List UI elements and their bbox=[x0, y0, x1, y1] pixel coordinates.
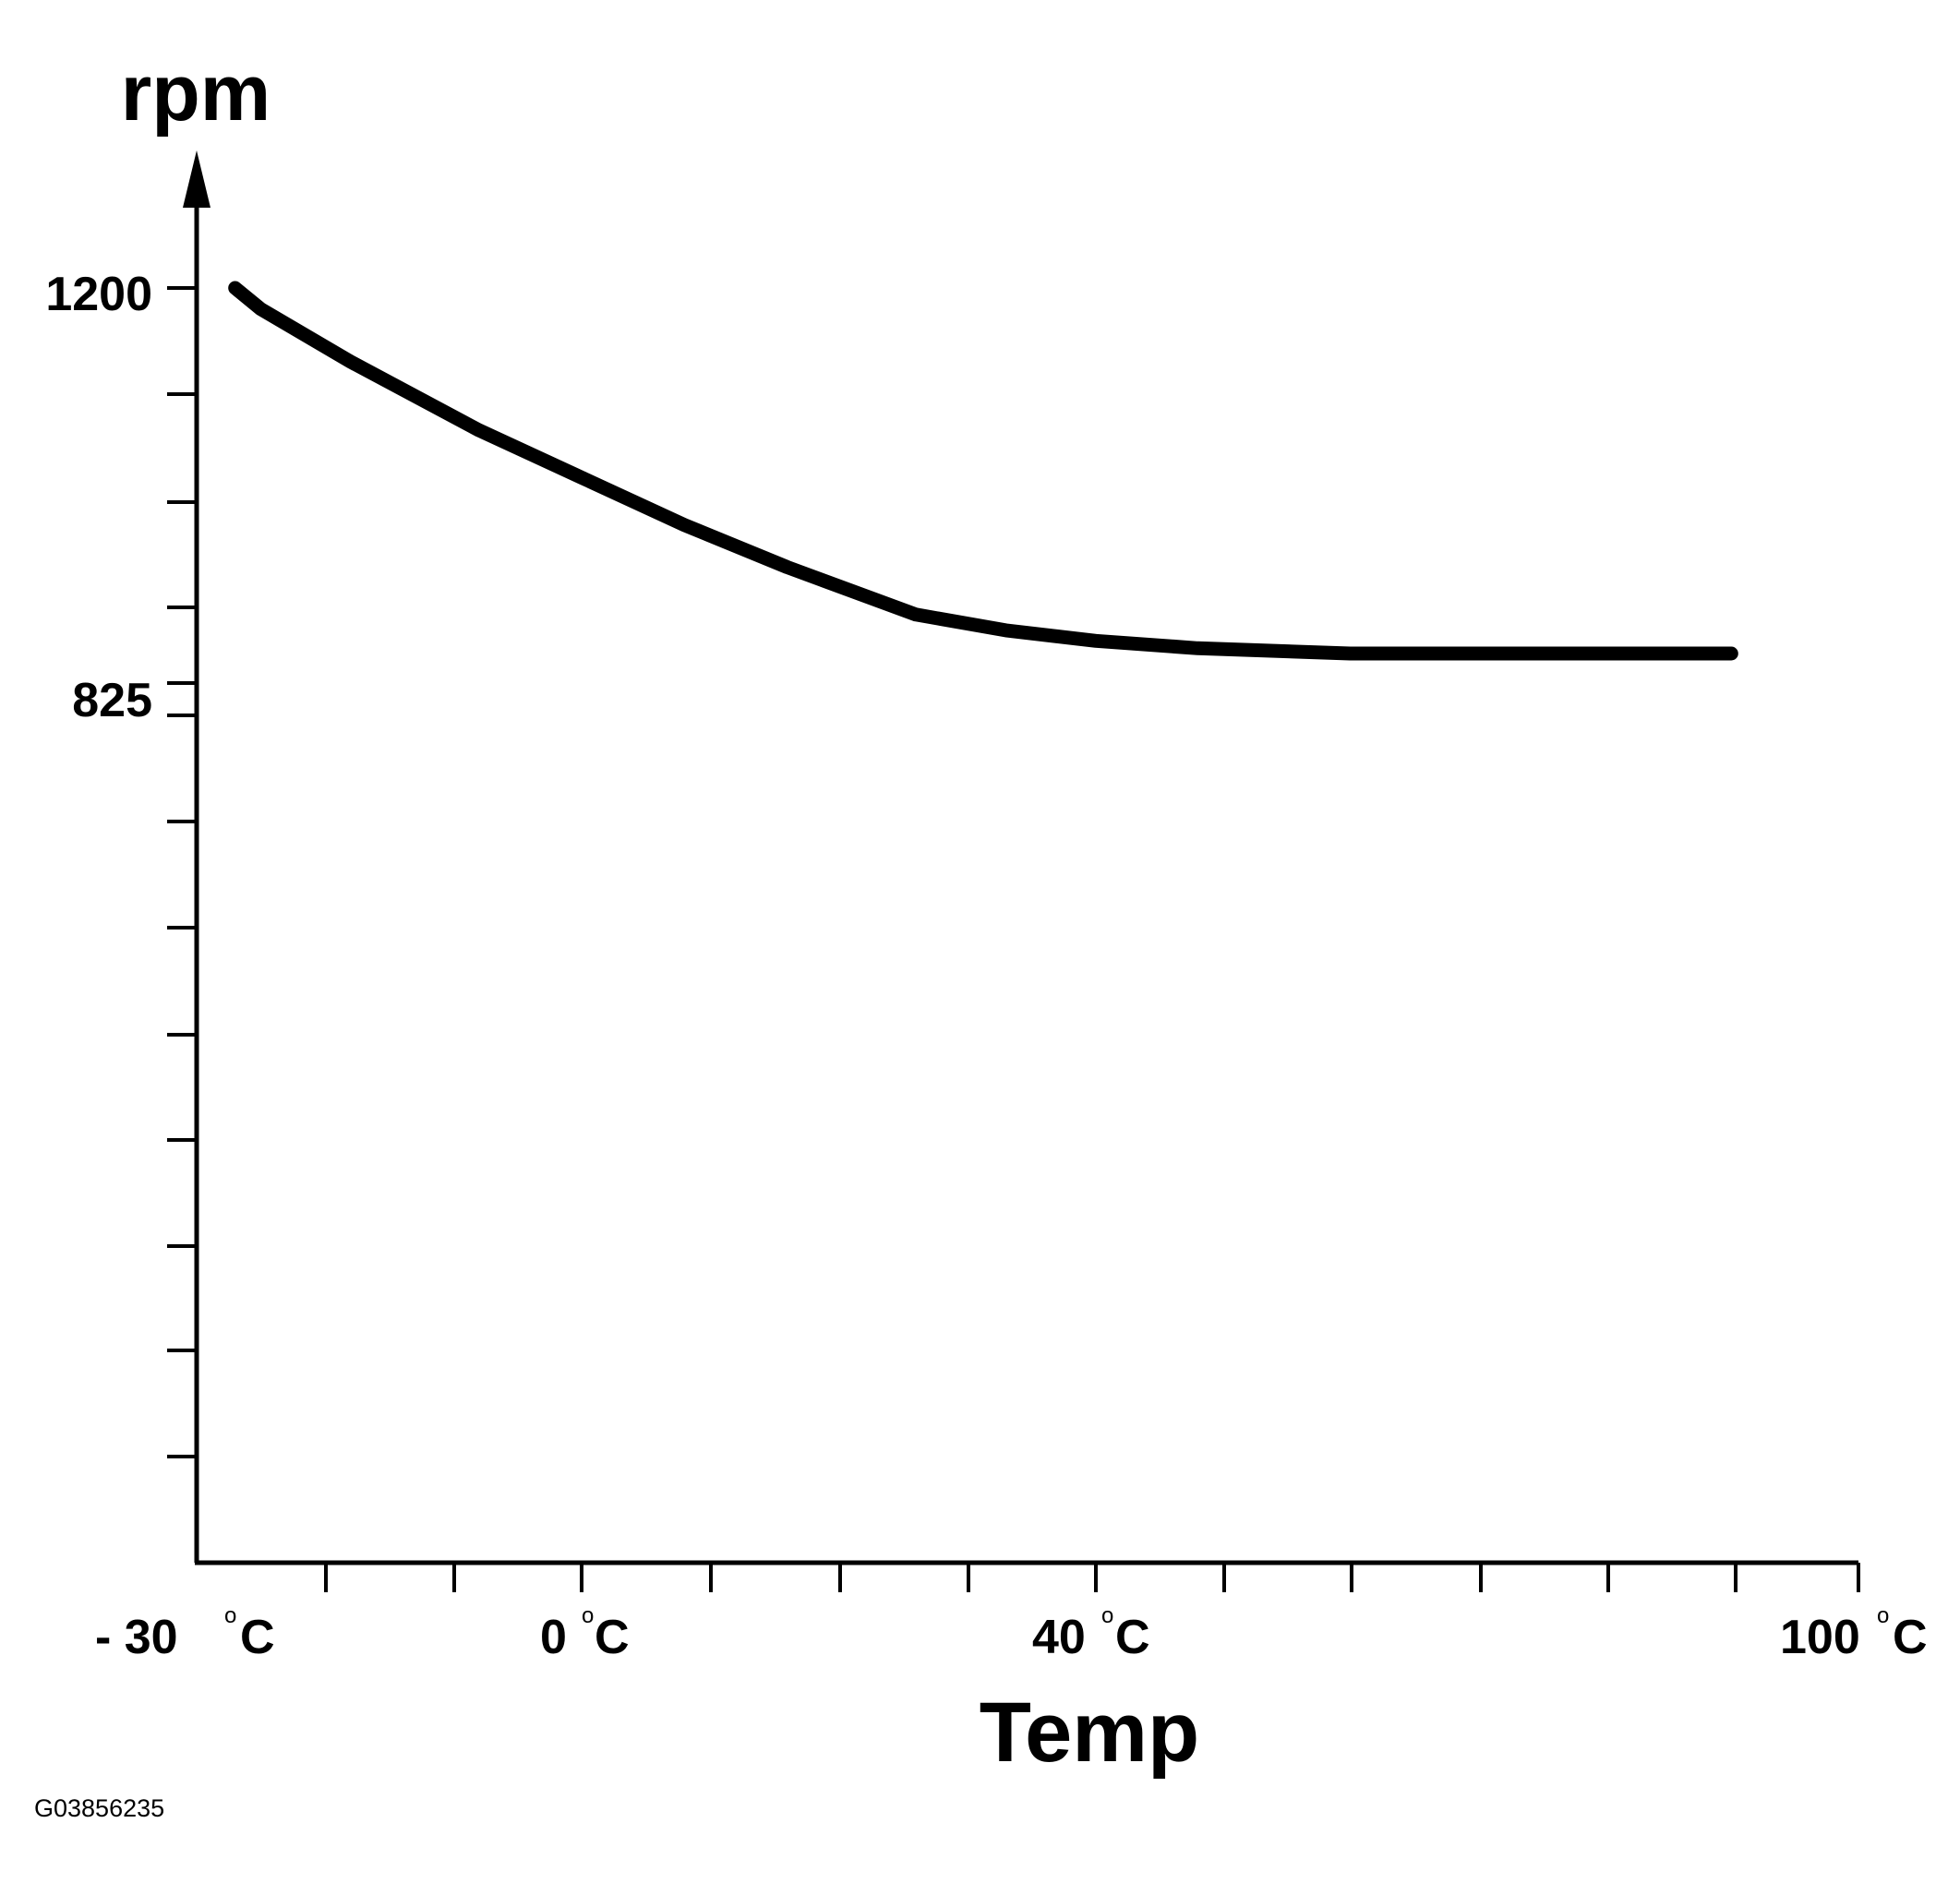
rpm-curve-line bbox=[228, 281, 1738, 661]
x-tick-value: - 30 bbox=[95, 1611, 178, 1664]
y-tick-label-825: 825 bbox=[72, 674, 152, 727]
x-tick-label-100: 100 o C bbox=[1780, 1603, 1928, 1664]
x-tick-unit: C bbox=[1893, 1611, 1928, 1664]
y-axis-arrow-icon bbox=[183, 150, 210, 208]
x-tick-unit: C bbox=[595, 1611, 630, 1664]
degree-mark: o bbox=[1101, 1603, 1113, 1628]
x-tick-value: 0 bbox=[540, 1611, 567, 1664]
degree-mark: o bbox=[582, 1603, 594, 1628]
x-tick-value: 100 bbox=[1780, 1611, 1860, 1664]
degree-mark: o bbox=[1877, 1603, 1889, 1628]
y-tick-marks bbox=[167, 286, 197, 685]
y-tick-label-1200: 1200 bbox=[45, 268, 152, 321]
figure-code: G03856235 bbox=[34, 1794, 164, 1822]
x-tick-unit: C bbox=[1115, 1611, 1150, 1664]
x-tick-label-40: 40 o C bbox=[1032, 1603, 1150, 1664]
x-tick-label-0: 0 o C bbox=[540, 1603, 630, 1664]
y-axis-label: rpm bbox=[121, 49, 271, 138]
x-tick-unit: C bbox=[240, 1611, 275, 1664]
x-minor-ticks bbox=[324, 1563, 1860, 1592]
x-tick-value: 40 bbox=[1032, 1611, 1086, 1664]
x-tick-label-minus-30: - 30 o C bbox=[95, 1603, 275, 1664]
x-axis-label: Temp bbox=[980, 1685, 1200, 1780]
degree-mark: o bbox=[224, 1603, 236, 1628]
y-minor-ticks bbox=[167, 392, 197, 1458]
